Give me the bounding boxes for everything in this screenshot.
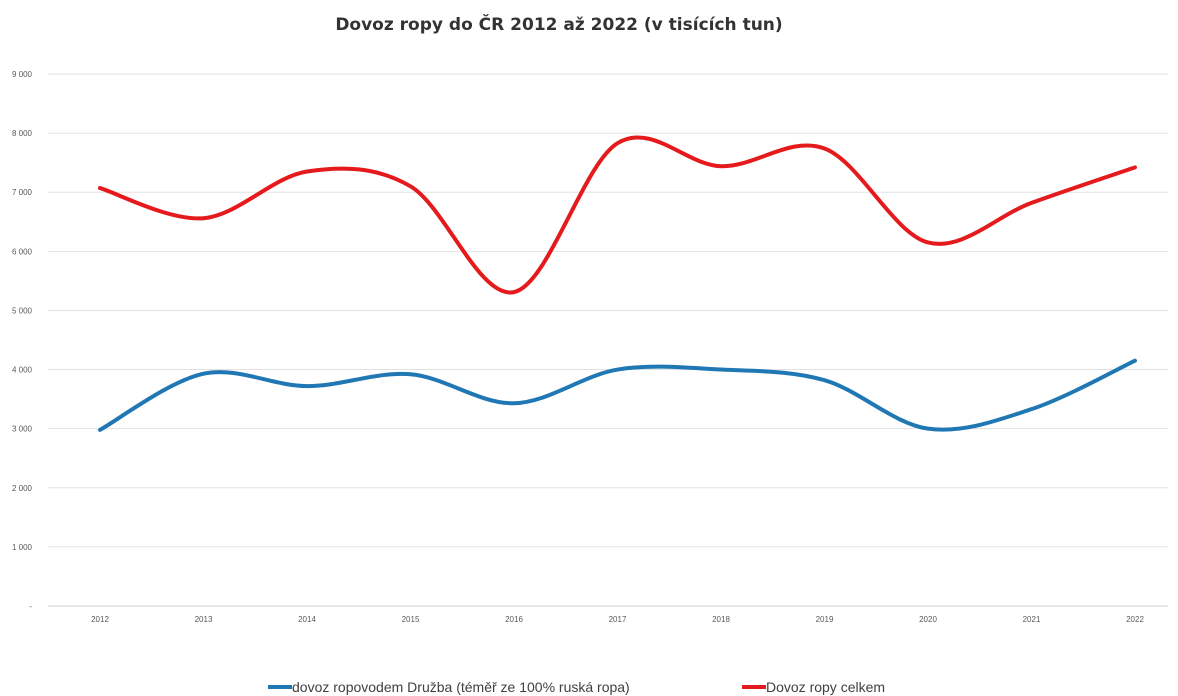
x-tick-label: 2016 — [505, 615, 523, 624]
x-tick-label: 2020 — [919, 615, 937, 624]
x-tick-label: 2012 — [91, 615, 109, 624]
y-tick-label: 1 000 — [12, 543, 33, 552]
y-tick-label: 4 000 — [12, 366, 33, 375]
y-tick-label: 7 000 — [12, 188, 33, 197]
x-tick-label: 2013 — [195, 615, 213, 624]
y-tick-label: - — [29, 602, 32, 611]
x-tick-label: 2014 — [298, 615, 316, 624]
legend-item: dovoz ropovodem Družba (téměř ze 100% ru… — [268, 679, 630, 695]
x-tick-label: 2015 — [402, 615, 420, 624]
legend-label: Dovoz ropy celkem — [766, 679, 885, 695]
y-tick-label: 6 000 — [12, 247, 33, 256]
legend-label: dovoz ropovodem Družba (téměř ze 100% ru… — [292, 679, 630, 695]
series-line-druzba — [98, 358, 1137, 432]
y-tick-label: 9 000 — [12, 70, 33, 79]
x-tick-label: 2017 — [609, 615, 627, 624]
legend: dovoz ropovodem Družba (téměř ze 100% ru… — [268, 679, 885, 695]
x-tick-label: 2021 — [1023, 615, 1041, 624]
y-tick-label: 8 000 — [12, 129, 33, 138]
y-tick-label: 3 000 — [12, 425, 33, 434]
series-lines — [98, 135, 1137, 432]
x-axis-tick-labels: 2012 2013 2014 2015 2016 2017 2018 2019 2020 2021… — [91, 615, 1144, 624]
y-axis-tick-labels: - 1 000 2 000 3 000 4 000 5 000 6 000 7 000 8 00… — [12, 70, 33, 611]
y-tick-label: 2 000 — [12, 484, 33, 493]
legend-item: Dovoz ropy celkem — [742, 679, 885, 695]
chart-title: Dovoz ropy do ČR 2012 až 2022 (v tisícíc… — [335, 13, 782, 35]
series-line-total — [98, 135, 1137, 295]
x-tick-label: 2018 — [712, 615, 730, 624]
y-tick-label: 5 000 — [12, 306, 33, 315]
x-tick-label: 2019 — [816, 615, 834, 624]
x-tick-label: 2022 — [1126, 615, 1144, 624]
